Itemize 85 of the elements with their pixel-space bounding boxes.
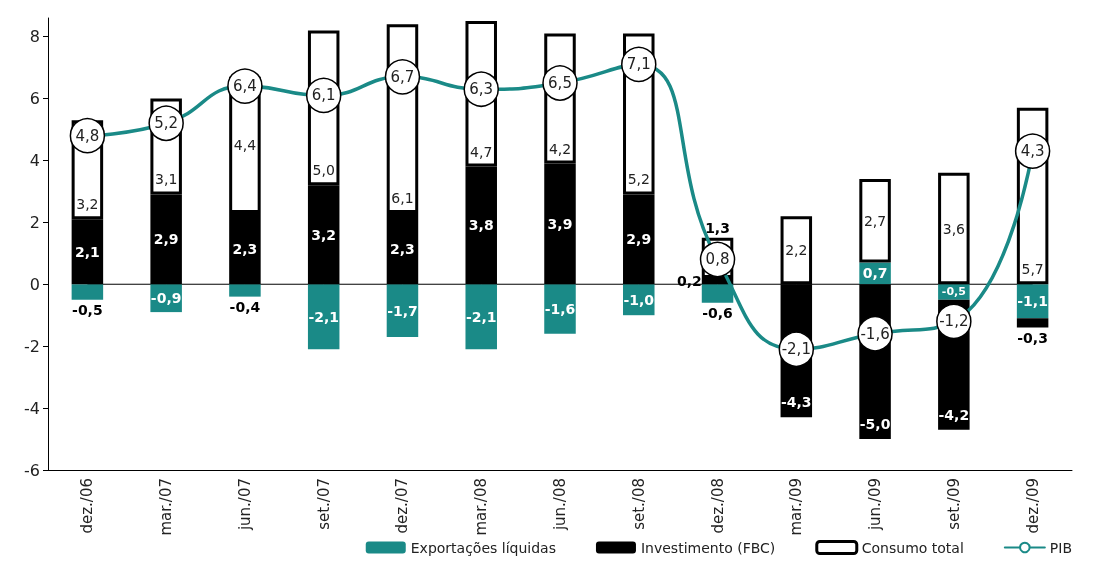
bar: [859, 178, 891, 263]
bar: [465, 284, 497, 350]
data-label: 6,1: [391, 190, 414, 207]
data-label: -1,7: [387, 302, 418, 319]
data-label: 6,4: [232, 77, 257, 96]
data-label: -0,5: [72, 301, 103, 318]
data-label: -2,1: [781, 340, 811, 359]
data-label: 3,6: [942, 220, 966, 237]
data-label: 4,4: [233, 136, 257, 153]
data-label: -5,0: [859, 416, 891, 433]
y-tick-label: 4: [29, 150, 40, 170]
data-label: 4,7: [470, 143, 493, 160]
data-label: 3,9: [547, 215, 573, 232]
legend-label: Investimento (FBC): [640, 539, 776, 556]
x-tick-label: set./08: [629, 478, 648, 530]
legend-label: Consumo total: [861, 539, 964, 556]
bar: [701, 284, 734, 303]
data-label: -2,1: [308, 308, 339, 325]
data-label: 2,9: [626, 231, 652, 248]
data-label: 4,2: [548, 140, 572, 157]
bar: [307, 284, 340, 350]
x-tick-label: mar./07: [157, 478, 176, 536]
x-tick-label: mar./09: [787, 478, 806, 536]
data-label: 3,1: [155, 171, 178, 188]
x-tick-label: dez./09: [1023, 478, 1042, 534]
data-label: -1,0: [623, 291, 655, 308]
data-label: 0,8: [705, 250, 730, 269]
y-tick-label: 2: [29, 212, 40, 232]
data-label: -0,5: [941, 285, 966, 299]
x-tick-label: mar./08: [472, 478, 491, 536]
data-label: 7,1: [626, 55, 651, 74]
bar: [938, 172, 970, 285]
data-label: -0,3: [1017, 329, 1048, 346]
data-label: 2,3: [232, 240, 258, 257]
x-tick-label: set./09: [944, 478, 963, 530]
x-tick-label: dez./06: [78, 478, 97, 534]
y-tick-label: -4: [24, 398, 40, 418]
data-label: -0,9: [150, 290, 182, 307]
data-label: 6,3: [469, 80, 494, 99]
legend-label: PIB: [1049, 539, 1073, 556]
data-label: -1,6: [544, 301, 576, 318]
data-label: 3,8: [468, 217, 494, 234]
data-label: -4,3: [781, 394, 812, 411]
data-label: -4,2: [938, 406, 970, 423]
data-label: 2,2: [785, 242, 808, 259]
x-tick-label: dez./08: [708, 478, 727, 534]
data-label: 5,0: [312, 162, 335, 179]
data-label: -0,6: [702, 304, 733, 321]
data-label: 0,7: [862, 265, 888, 282]
data-label: -1,2: [939, 312, 969, 331]
data-label: 4,3: [1020, 142, 1045, 161]
x-tick-label: jun./08: [551, 478, 569, 532]
data-label: 2,1: [74, 243, 100, 260]
data-label: 4,8: [75, 126, 100, 145]
data-label: 5,2: [154, 114, 179, 133]
x-tick-label: dez./07: [393, 478, 412, 534]
data-label: -2,1: [465, 308, 497, 325]
y-tick-label: 8: [29, 27, 40, 47]
data-label: -1,1: [1017, 293, 1048, 310]
y-tick-label: -6: [24, 460, 40, 480]
y-tick-label: -2: [24, 336, 40, 356]
data-label: 2,9: [153, 231, 179, 248]
data-label: 3,2: [311, 226, 337, 243]
y-tick-label: 0: [29, 274, 40, 294]
legend-label: Exportações líquidas: [410, 539, 556, 556]
bar: [1016, 318, 1049, 328]
bar: [229, 284, 261, 297]
data-label: 2,3: [390, 240, 415, 257]
data-label: 5,7: [1021, 261, 1044, 278]
bar: [71, 284, 104, 300]
data-label: 2,7: [863, 212, 887, 229]
x-tick-label: set./07: [314, 478, 333, 530]
bar: [386, 284, 419, 337]
y-tick-label: 6: [29, 88, 40, 108]
data-label: 5,2: [627, 171, 650, 188]
x-tick-label: jun./09: [866, 478, 885, 532]
bar: [544, 284, 576, 334]
data-label: 6,1: [311, 86, 336, 105]
data-label: 6,5: [548, 74, 572, 93]
data-label: 1,3: [705, 219, 730, 236]
data-label: 6,7: [390, 67, 415, 86]
data-label: 3,2: [76, 196, 99, 213]
x-tick-label: jun./07: [235, 478, 254, 532]
data-label: -0,4: [229, 298, 261, 315]
data-label: -1,6: [860, 324, 890, 343]
